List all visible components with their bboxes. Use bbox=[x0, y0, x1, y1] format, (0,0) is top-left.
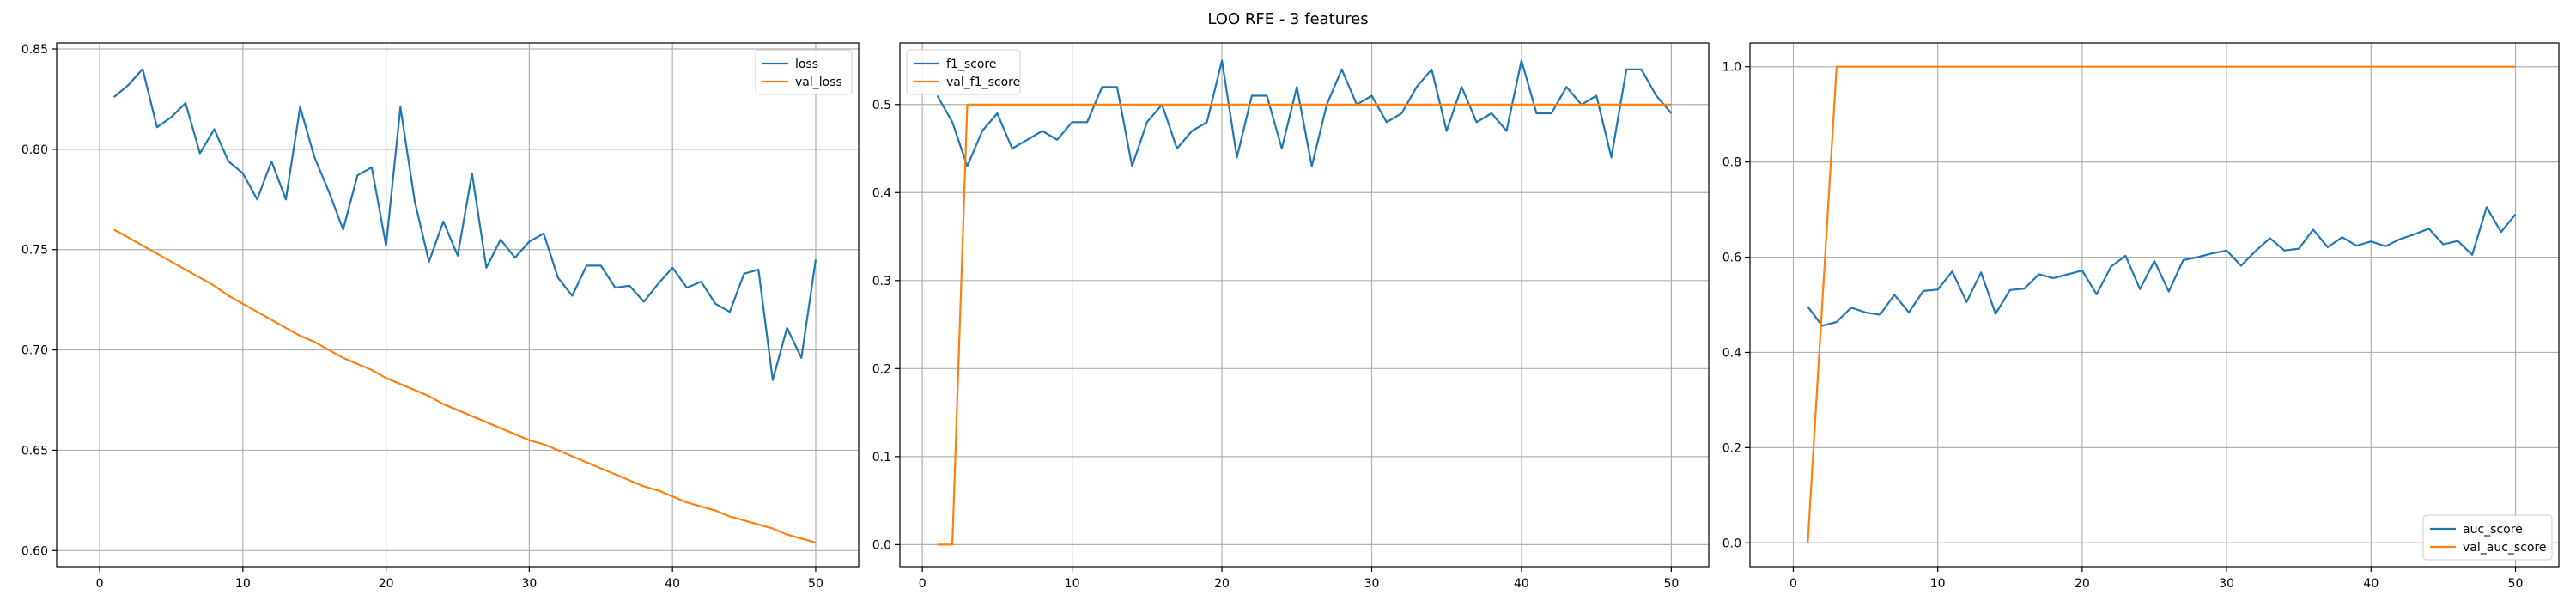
loss-y-tick-label: 0.60 bbox=[21, 544, 48, 558]
loss-x-tick-label: 50 bbox=[808, 577, 823, 591]
auc-y-tick-label: 0.8 bbox=[1722, 156, 1741, 170]
f1-legend-label-f1-score: f1_score bbox=[946, 58, 996, 71]
auc-legend-label-val-auc-score: val_auc_score bbox=[2463, 541, 2547, 555]
auc-x-tick-label: 40 bbox=[2363, 577, 2379, 591]
loss-legend: loss val_loss bbox=[755, 49, 853, 95]
f1-y-tick-label: 0.0 bbox=[872, 538, 891, 552]
f1-x-tick-label: 0 bbox=[919, 577, 927, 591]
f1-x-tick-label: 40 bbox=[1514, 577, 1529, 591]
f1-y-tick-label: 0.5 bbox=[872, 99, 891, 112]
loss-legend-box bbox=[755, 49, 853, 95]
loss-x-tick-label: 20 bbox=[379, 577, 394, 591]
auc-y-tick-label: 0.4 bbox=[1722, 346, 1741, 360]
f1-series-line-val-f1-score bbox=[937, 103, 1672, 546]
loss-x-tick-label: 10 bbox=[235, 577, 251, 591]
auc-x-tick-label: 10 bbox=[1930, 577, 1946, 591]
loss-y-tick-label: 0.65 bbox=[21, 444, 48, 458]
f1-axes-frame bbox=[899, 42, 1710, 568]
loss-x-tick-label: 40 bbox=[665, 577, 680, 591]
auc-legend: auc_score val_auc_score bbox=[2422, 514, 2553, 561]
auc-y-tick-label: 0.6 bbox=[1722, 252, 1741, 265]
auc-score-chart-panel: 0 10 20 30 40 50 0.0 0.2 0.4 0.6 0.8 1.0 auc_scoreva… bbox=[1722, 42, 2560, 591]
f1-legend: f1_score val_f1_score bbox=[906, 49, 1021, 95]
f1-score-chart-panel: 0 10 20 30 40 50 0.0 0.1 0.2 0.3 0.4 0.5 f1_scoreval… bbox=[872, 42, 1710, 591]
loss-chart-panel: 0 10 20 30 40 50 0.60 0.65 0.70 0.75 0.80 0.85 loss v… bbox=[21, 42, 860, 591]
f1-x-tick-label: 50 bbox=[1663, 577, 1679, 591]
auc-y-tick-label: 0.2 bbox=[1722, 441, 1741, 455]
auc-legend-box bbox=[2422, 514, 2553, 561]
loss-legend-label-val-loss: val_loss bbox=[795, 76, 842, 89]
loss-axes-frame bbox=[56, 42, 860, 568]
figure-title: LOO RFE - 3 features bbox=[1207, 10, 1368, 28]
f1-x-tick-label: 30 bbox=[1364, 577, 1380, 591]
loss-y-tick-label: 0.80 bbox=[21, 143, 48, 157]
auc-x-tick-label: 50 bbox=[2508, 577, 2524, 591]
loss-y-tick-label: 0.85 bbox=[21, 43, 48, 57]
loss-series-line-loss bbox=[112, 68, 817, 381]
f1-x-tick-label: 20 bbox=[1214, 577, 1230, 591]
auc-x-tick-label: 0 bbox=[1789, 577, 1797, 591]
auc-series-line-val-auc-score bbox=[1807, 65, 2516, 543]
loss-y-tick-label: 0.75 bbox=[21, 244, 48, 258]
f1-legend-box bbox=[906, 49, 1021, 95]
loss-legend-label-loss: loss bbox=[795, 58, 818, 71]
f1-y-tick-label: 0.3 bbox=[872, 275, 891, 288]
loss-y-tick-label: 0.70 bbox=[21, 344, 48, 358]
loss-x-tick-label: 0 bbox=[96, 577, 104, 591]
f1-x-tick-label: 10 bbox=[1065, 577, 1080, 591]
auc-x-tick-label: 20 bbox=[2075, 577, 2090, 591]
f1-legend-label-val-f1-score: val_f1_score bbox=[946, 76, 1020, 89]
f1-y-tick-label: 0.4 bbox=[872, 186, 891, 200]
auc-axes-frame bbox=[1749, 42, 2560, 568]
f1-y-tick-label: 0.2 bbox=[872, 362, 891, 376]
auc-series-line-auc-score bbox=[1807, 206, 2517, 327]
f1-series-line-f1-score bbox=[936, 59, 1673, 167]
loss-series-line-val-loss bbox=[113, 228, 817, 544]
auc-y-tick-label: 0.0 bbox=[1722, 537, 1741, 550]
loss-x-tick-label: 30 bbox=[521, 577, 537, 591]
auc-legend-label-auc-score: auc_score bbox=[2463, 523, 2523, 537]
f1-y-tick-label: 0.1 bbox=[872, 451, 891, 464]
auc-x-tick-label: 30 bbox=[2219, 577, 2234, 591]
auc-y-tick-label: 1.0 bbox=[1722, 61, 1741, 75]
